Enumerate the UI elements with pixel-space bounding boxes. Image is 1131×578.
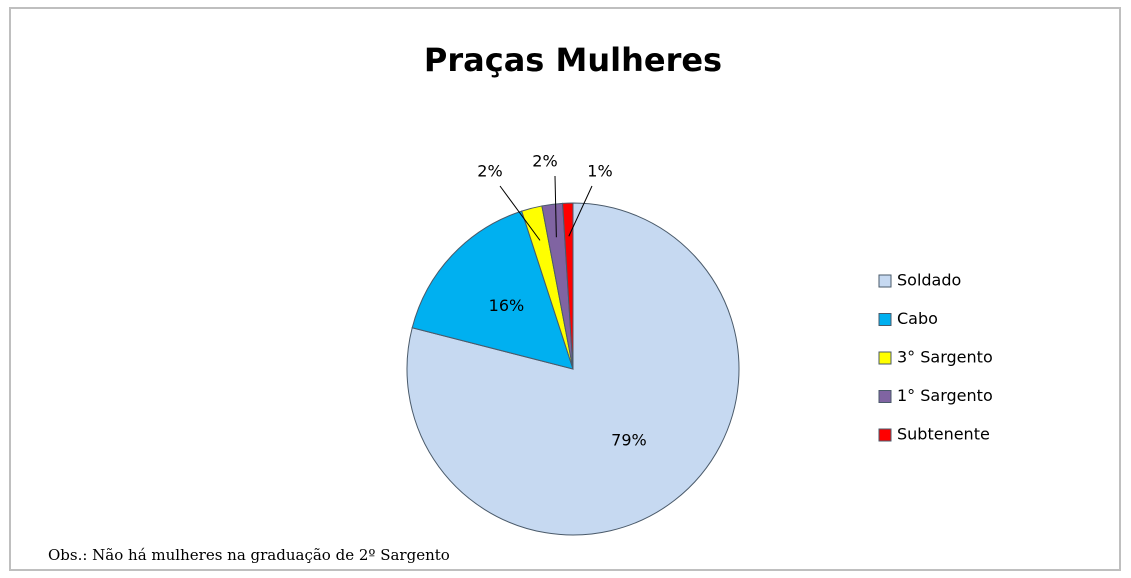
legend-swatch xyxy=(878,351,892,365)
chart-title: Praças Mulheres xyxy=(424,41,722,79)
leader-line xyxy=(554,175,557,238)
pie-slice xyxy=(562,202,574,370)
data-label: 1% xyxy=(587,162,612,181)
legend-label: 1° Sargento xyxy=(897,386,993,405)
data-label: 79% xyxy=(611,431,647,450)
legend-swatch xyxy=(878,274,892,288)
legend-label: Subtenente xyxy=(897,425,990,444)
leader-line xyxy=(568,185,593,237)
data-label: 16% xyxy=(489,296,525,315)
legend-label: Soldado xyxy=(897,271,961,290)
legend-swatch xyxy=(878,390,892,403)
leader-line xyxy=(499,185,541,241)
legend-swatch xyxy=(878,428,892,442)
annotation: Obs.: Não há mulheres na graduação de 2º… xyxy=(48,546,450,564)
pie-slice xyxy=(411,210,574,370)
legend-label: Cabo xyxy=(897,309,938,328)
legend-swatch xyxy=(878,313,892,326)
data-label: 2% xyxy=(532,152,557,171)
legend-label: 3° Sargento xyxy=(897,348,993,367)
data-label: 2% xyxy=(477,162,502,181)
pie-slice xyxy=(406,202,740,536)
